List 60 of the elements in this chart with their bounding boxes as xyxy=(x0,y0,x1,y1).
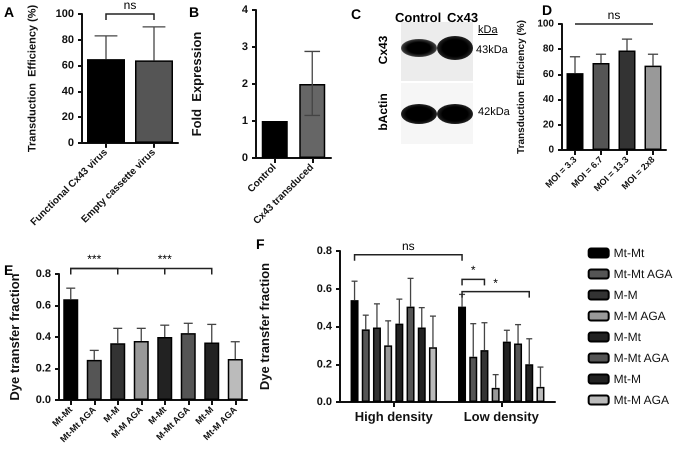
y-tick-label: 0.6 xyxy=(36,300,51,312)
y-tick-label: 0 xyxy=(68,136,74,149)
text: ns xyxy=(122,0,138,12)
y-tick-label: 0.8 xyxy=(36,268,51,280)
text: kDa xyxy=(478,24,498,36)
text: 43kDa xyxy=(476,44,508,56)
text: Control xyxy=(395,10,442,25)
y-tick-label: 0.4 xyxy=(316,320,333,332)
y-tick-label: 0 xyxy=(242,152,248,164)
y-tick-label: 3 xyxy=(242,41,248,53)
text: *** xyxy=(86,252,102,266)
text: ns xyxy=(606,8,622,22)
y-tick-label: 100 xyxy=(56,8,74,20)
annotation: * xyxy=(470,263,477,278)
chart-title: A xyxy=(4,4,14,20)
y-tick-label: 0.2 xyxy=(36,362,51,374)
y-tick-label: 100 xyxy=(537,18,554,30)
legend-label: Mt-Mt AGA xyxy=(614,267,672,281)
x-tick-label: High density xyxy=(354,409,434,424)
legend-label: Mt-M AGA xyxy=(614,393,670,407)
text: Cx43 xyxy=(447,10,478,25)
y-tick-label: 0.0 xyxy=(316,396,332,408)
y-tick-label: 4 xyxy=(242,4,249,16)
legend-label: M-Mt AGA xyxy=(614,351,670,365)
y-tick-label: 0 xyxy=(548,144,554,156)
y-tick-label: 2 xyxy=(242,78,248,90)
text: Cx43 xyxy=(376,36,390,64)
y-tick-label: 0.2 xyxy=(316,358,332,370)
y-tick-label: 60 xyxy=(542,68,554,80)
y-tick-label: 60 xyxy=(62,60,74,72)
text: C xyxy=(351,6,362,22)
y-tick-label: 20 xyxy=(62,111,74,124)
y-tick-label: 40 xyxy=(62,85,74,98)
chart-title: D xyxy=(542,2,552,18)
y-axis-title: Fold Expression xyxy=(189,32,204,136)
y-tick-label: 80 xyxy=(62,34,74,46)
text: *** xyxy=(156,252,173,266)
y-tick-label: 0.0 xyxy=(36,394,51,406)
legend-label: Mt-M xyxy=(614,372,641,386)
y-tick-label: 0.6 xyxy=(316,282,332,295)
y-axis-title: Transduction Efficiency (%) xyxy=(26,4,38,152)
annotation: * xyxy=(492,276,499,290)
legend-label: M-M AGA xyxy=(614,309,666,323)
y-tick-label: 1 xyxy=(242,115,248,127)
y-tick-label: 0.4 xyxy=(36,331,52,343)
y-axis-title: Dye transfer fraction xyxy=(257,262,272,390)
y-axis-title: Transduction Efficiency (%) xyxy=(516,20,527,154)
chart-title: B xyxy=(189,4,200,20)
y-tick-label: 80 xyxy=(542,44,554,55)
legend-label: Mt-Mt xyxy=(614,246,645,260)
text: 42kDa xyxy=(478,106,510,118)
legend-label: M-M xyxy=(614,288,638,302)
y-tick-label: 0.8 xyxy=(316,245,332,257)
y-tick-label: 20 xyxy=(542,119,554,130)
x-tick-label: Low density xyxy=(464,409,540,424)
legend-label: M-Mt xyxy=(614,330,642,344)
annotation: ns xyxy=(400,238,416,253)
y-tick-label: 40 xyxy=(542,94,554,106)
chart-title: F xyxy=(256,236,265,252)
text: bActin xyxy=(376,93,390,131)
